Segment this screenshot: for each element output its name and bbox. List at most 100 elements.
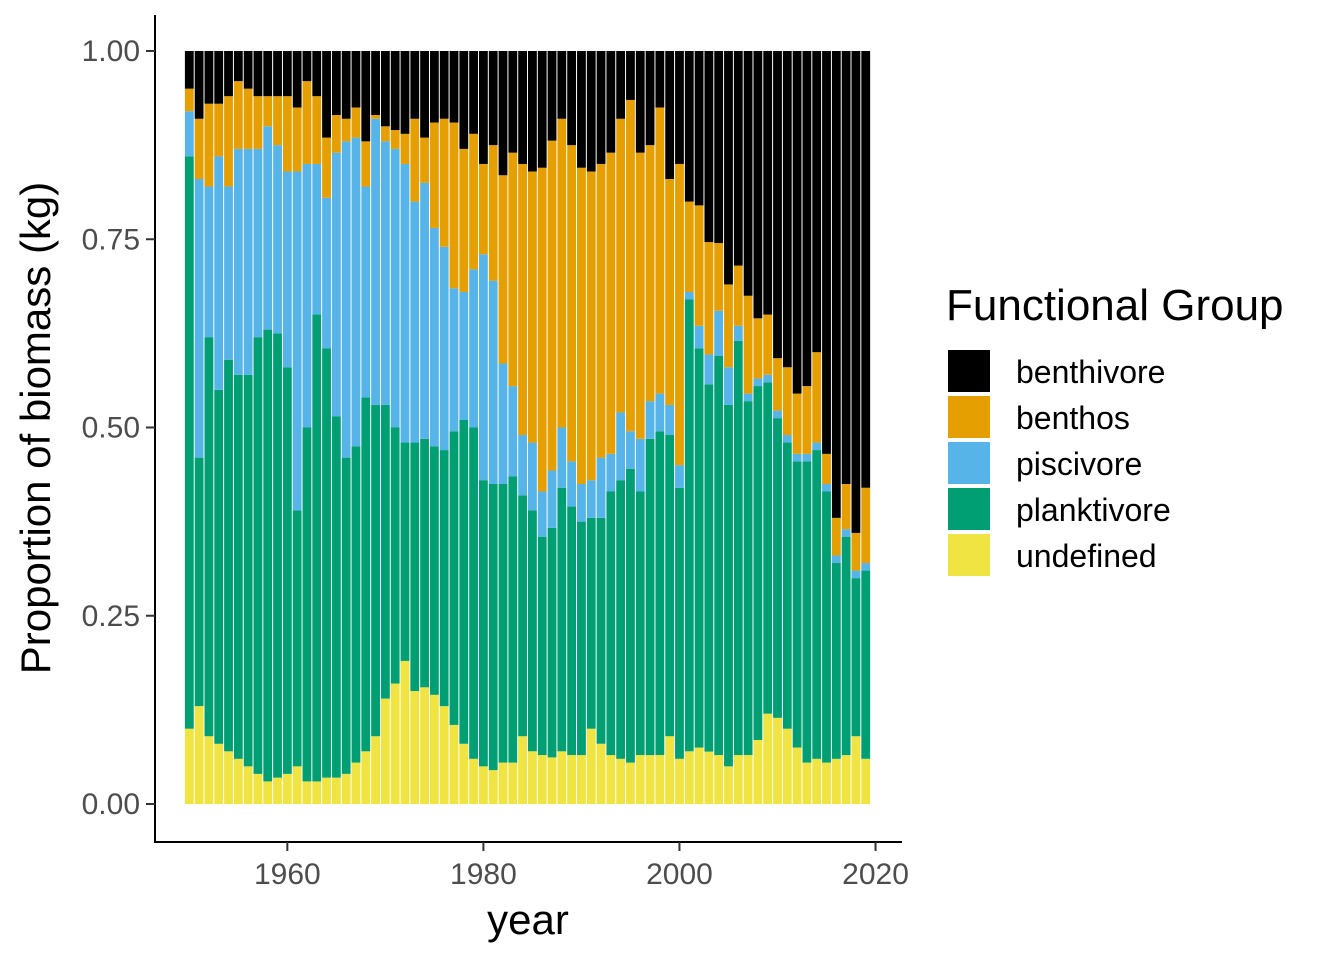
bar-benthivore-1975 [429, 51, 439, 123]
bar-undefined-1992 [596, 743, 606, 804]
bar-undefined-1970 [380, 698, 390, 804]
bar-planktivore-2013 [802, 461, 812, 763]
bar-benthivore-2004 [714, 51, 724, 244]
bar-benthivore-2016 [831, 51, 841, 518]
bar-planktivore-1957 [253, 337, 263, 774]
bar-planktivore-1973 [410, 442, 420, 692]
bar-undefined-2001 [684, 751, 694, 804]
bar-benthos-1970 [380, 126, 390, 142]
bar-benthivore-1989 [567, 51, 577, 146]
bar-undefined-1990 [577, 755, 586, 804]
bar-undefined-1967 [351, 762, 361, 804]
legend-title: Functional Group [946, 281, 1284, 330]
bar-benthivore-1994 [616, 51, 626, 119]
bar-benthivore-1971 [390, 51, 400, 131]
bar-undefined-1985 [528, 751, 537, 804]
bar-benthos-1985 [528, 171, 537, 443]
bar-piscivore-1990 [577, 483, 586, 522]
bar-benthivore-1970 [380, 51, 390, 127]
bar-benthivore-2001 [684, 51, 694, 202]
bar-planktivore-2004 [714, 355, 724, 756]
bar-undefined-1991 [586, 728, 596, 804]
bar-undefined-2005 [724, 766, 733, 804]
bar-benthivore-1982 [498, 51, 508, 176]
bar-piscivore-1954 [224, 186, 233, 360]
bar-piscivore-1984 [518, 435, 528, 496]
bar-benthos-1953 [214, 103, 224, 157]
bar-planktivore-1997 [645, 438, 655, 756]
legend-label-undefined: undefined [1016, 538, 1157, 574]
bar-benthos-1962 [302, 81, 312, 164]
legend-label-benthos: benthos [1016, 400, 1130, 436]
bar-benthivore-2008 [753, 51, 763, 319]
legend-swatch-piscivore [948, 442, 990, 484]
y-tick-label: 1.00 [82, 35, 140, 68]
bar-undefined-2002 [694, 747, 704, 804]
legend: Functional Group benthivore benthos pisciv… [946, 281, 1284, 576]
bar-benthos-1996 [635, 152, 645, 439]
bar-benthivore-1955 [233, 51, 243, 82]
bar-benthos-1955 [233, 81, 243, 149]
bar-benthivore-2012 [792, 51, 802, 394]
bar-undefined-1980 [478, 766, 488, 804]
bar-benthivore-1950 [184, 51, 194, 89]
bar-benthivore-2013 [802, 51, 812, 387]
bar-benthivore-2011 [782, 51, 792, 368]
bar-benthos-2002 [694, 205, 704, 326]
bar-benthos-1971 [390, 130, 400, 149]
bar-planktivore-1953 [214, 389, 224, 744]
bar-piscivore-1962 [302, 163, 312, 428]
bar-benthivore-2018 [851, 51, 861, 533]
bar-planktivore-1996 [635, 491, 645, 756]
bar-undefined-2004 [714, 755, 724, 804]
bar-benthos-1963 [312, 96, 322, 164]
bar-piscivore-1974 [420, 182, 429, 439]
bar-planktivore-1991 [586, 517, 596, 729]
bar-planktivore-1958 [263, 329, 273, 782]
bar-benthivore-1966 [341, 51, 351, 119]
bar-benthos-1983 [508, 152, 518, 387]
bar-undefined-1974 [420, 687, 429, 804]
bar-piscivore-1951 [194, 179, 204, 458]
bar-piscivore-1997 [645, 401, 655, 439]
bar-planktivore-2008 [753, 386, 763, 740]
bar-piscivore-1975 [429, 227, 439, 447]
bar-undefined-2014 [812, 758, 822, 804]
bar-undefined-1972 [400, 660, 410, 804]
bar-benthos-1980 [478, 163, 488, 255]
bar-undefined-2015 [822, 762, 831, 804]
bar-benthos-1960 [282, 96, 292, 172]
x-ticks: 1960 1980 2000 2020 [254, 842, 909, 891]
bar-planktivore-2001 [684, 299, 694, 752]
bar-planktivore-1952 [204, 337, 214, 737]
bar-benthivore-1953 [214, 51, 224, 104]
bar-benthos-1987 [547, 140, 557, 471]
bar-undefined-1950 [184, 728, 194, 804]
bar-planktivore-1965 [331, 416, 341, 778]
bar-planktivore-2005 [724, 404, 733, 767]
bar-piscivore-2004 [714, 310, 724, 356]
bar-piscivore-1989 [567, 461, 577, 507]
bar-benthos-1951 [194, 118, 204, 180]
bar-piscivore-2009 [763, 374, 773, 383]
bar-piscivore-1987 [547, 470, 557, 528]
bar-planktivore-2002 [694, 348, 704, 748]
bar-benthivore-1965 [331, 51, 341, 115]
bar-benthos-2014 [812, 352, 822, 443]
bar-benthos-2007 [743, 295, 753, 394]
bar-piscivore-2003 [704, 354, 714, 385]
bar-planktivore-2018 [851, 578, 861, 737]
bar-undefined-1995 [626, 762, 635, 804]
bar-benthos-1956 [243, 88, 253, 149]
y-axis: 0.00 0.25 0.50 0.75 1.00 [82, 15, 156, 842]
bar-benthivore-2014 [812, 51, 822, 353]
bar-undefined-1964 [322, 777, 331, 804]
bar-piscivore-1980 [478, 254, 488, 481]
bar-piscivore-1953 [214, 156, 224, 390]
bar-undefined-1999 [665, 736, 675, 804]
bar-benthivore-1963 [312, 51, 322, 97]
x-axis: 1960 1980 2000 2020 [154, 841, 909, 891]
bar-benthivore-1992 [596, 51, 606, 164]
bar-benthos-1979 [469, 133, 479, 270]
bar-planktivore-1950 [184, 156, 194, 729]
